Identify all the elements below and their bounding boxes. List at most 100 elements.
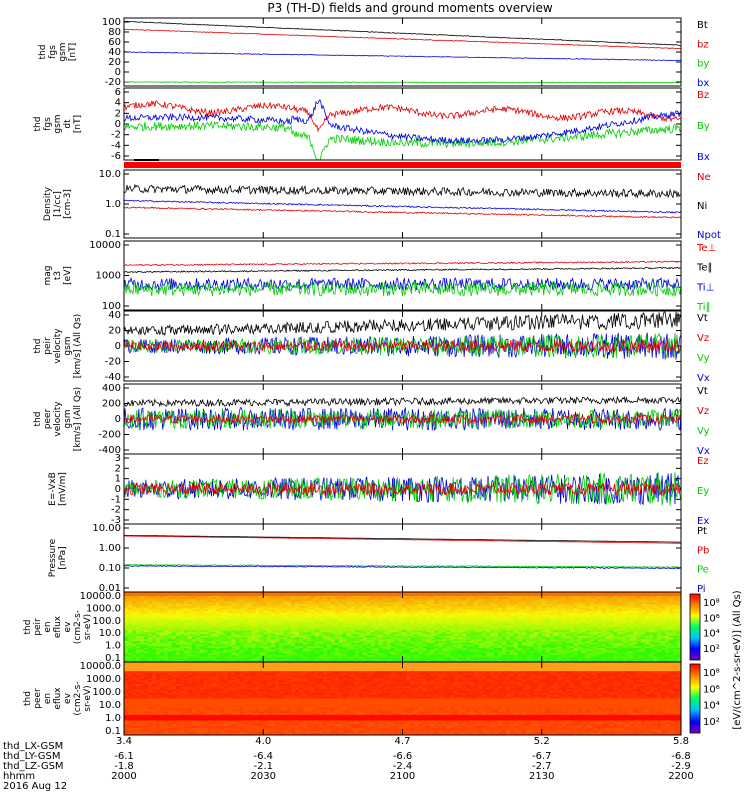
colorbar-tick: 10⁸ [703,668,720,679]
colorbar-tick: 10⁸ [703,598,720,609]
ylabel-fgs: thd [38,45,48,60]
ylabel-fgs: gsm [58,42,68,61]
colorbar-1 [689,663,701,734]
ytick-exb: -2 [111,505,121,516]
ytick-peir_en: 10000.0 [80,591,121,602]
legend-pressure: Pi [697,584,706,595]
ytick-fgsdt: -2 [111,130,121,141]
panel-temp: mag t3 [eV] 10000 1000 100 Te⊥ Te∥ Ti⊥ Ti∥ [43,240,716,313]
colorbar-label: [eV/(cm^2-s-sr-eV)] (All Qs) [732,590,743,729]
series-density-2 [124,206,681,219]
legend-fgs: by [697,59,709,70]
ytick-exb: 1 [115,474,121,485]
ytick-pressure: 0.10 [99,563,121,574]
series-exb-0 [124,472,681,506]
ytick-peir_en: 10.0 [99,628,121,639]
ylabel-peir: thd [33,339,43,354]
ytick-fgs: 100 [102,17,121,28]
xtick-label: 5.8 [673,736,689,747]
ytick-temp: 1000 [96,271,121,282]
series-density-1 [124,199,681,214]
ytick-density: 10.0 [99,169,121,180]
series-fgs-2 [124,51,681,62]
colorbar-tick: 10⁶ [703,613,720,624]
panel-density: Density [1/cc] [cm-3] 10.0 1.0 0.1 Ne Ni Npot [43,169,721,241]
ytick-peir: -40 [105,372,121,383]
series-peir-3 [124,338,681,354]
data-fgsdt [124,99,681,160]
data-pressure [124,534,681,570]
ylabel-peir_en: eflux [53,615,63,638]
frame-temp [123,240,682,311]
ylabel-fgsdt: [nT] [73,115,83,133]
ytick-peer_en: 10.0 [99,700,121,711]
panel-pressure: Pressure [nPa] 10.00 1.00 0.10 0.01 Pt Pb Pe Pi [48,523,709,595]
legend-fgs: Bt [697,20,708,31]
legend-peir: Vy [697,353,710,364]
frame-pressure [123,523,682,593]
legend-pressure: Pe [697,565,709,576]
ylabel-peer_en: (cm2-s- [73,681,83,715]
legend-peer: Vx [697,446,710,457]
colorbar-tick: 10⁴ [703,701,720,712]
frame-fgs [123,17,682,87]
xtick-label: 5.2 [534,736,550,747]
ylabel-peer_en: peer [33,688,43,709]
xtick-label: -6.6 [393,751,413,762]
ytick-fgsdt: 2 [115,108,121,119]
ytick-peer: -400 [98,445,121,456]
legend-fgs: bz [697,39,709,50]
panel-peir_en: thd peir en eflux ev (cm2-s-sr-eV) 10000.01000… [23,591,682,664]
series-peer-3 [124,413,681,425]
ytick-peer: -200 [98,430,121,441]
ylabel-fgsdt: fgs [43,117,53,131]
colorbar-tick: 10⁴ [703,629,720,640]
xtick-label: -2.7 [532,761,552,772]
ylabel-peir_en: (cm2-s- [73,610,83,644]
ytick-peir: -20 [105,357,121,368]
xtick-label: 2100 [390,771,415,782]
series-fgsdt-1 [124,120,681,160]
ytick-exb: -3 [111,515,121,526]
ylabel-peir_en: sr-eV) [83,614,93,640]
xaxis-row-label: thd_LY-GSM [3,751,60,762]
ytick-peer_en: 0.1 [105,726,121,737]
ytick-fgs: -20 [105,77,121,88]
ylabel-peer_en: ev [63,692,73,704]
ylabel-peir: [km/s] (All Qs) [73,314,83,378]
data-temp [124,260,681,298]
colorbar-tick: 10⁶ [703,684,720,695]
legend-peer: Vy [697,426,710,437]
colorbar-0 [689,593,701,661]
xaxis-date: 2016 Aug 12 [3,781,67,792]
ytick-exb: 2 [115,463,121,474]
legend-peir: Vx [697,373,710,384]
legend-temp: Te⊥ [696,243,716,254]
ylabel-peer_en: sr-eV) [83,685,93,711]
ytick-temp: 10000 [89,240,121,251]
xtick-label: 3.4 [116,736,132,747]
series-fgsdt-0 [124,100,681,133]
ytick-peer: 400 [102,383,121,394]
ytick-fgsdt: -6 [111,151,121,162]
ylabel-peer_en: en [43,693,53,704]
legend-peer: Vt [697,386,708,397]
data-peir_en [124,592,681,662]
legend-temp: Ti∥ [696,302,711,313]
ylabel-peir_en: thd [23,620,33,635]
ytick-peer_en: 10000.0 [80,661,121,672]
colorbar-tick: 10² [703,717,720,728]
legend-fgsdt: By [697,121,710,132]
series-exb-2 [124,481,681,497]
series-pressure-2 [124,563,681,569]
ylabel-fgs: [nT] [68,43,78,61]
colorbar-tick: 10² [703,644,720,655]
legend-exb: Ez [697,456,709,467]
ylabel-pressure: Pressure [48,538,58,577]
panel-peer_en: thd peer en eflux ev (cm2-s-sr-eV) 10000.0 1000… [23,661,682,737]
ytick-peer: 200 [102,399,121,410]
xtick-label: -2.1 [253,761,273,772]
ylabel-fgsdt: gsm [53,114,63,133]
ytick-peir_en: 1.0 [105,641,121,652]
